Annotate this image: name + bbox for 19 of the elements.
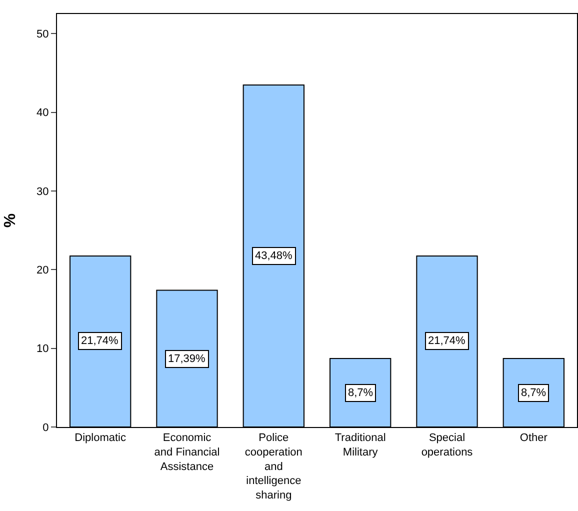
x-tick-label: Traditional Military <box>334 432 386 458</box>
y-tick-label: 30 <box>36 186 49 198</box>
data-label: 17,39% <box>168 353 206 365</box>
x-tick-label: Police cooperation and intelligence sharing <box>244 432 302 502</box>
y-tick-label: 50 <box>36 28 49 41</box>
y-tick-label: 20 <box>36 264 49 277</box>
x-tick-label: Economic and Financial Assistance <box>154 432 220 473</box>
y-axis-title: % <box>2 213 19 228</box>
x-tick-label: Diplomatic <box>74 432 126 444</box>
y-tick-label: 40 <box>36 107 49 120</box>
y-tick-label: 0 <box>42 422 49 434</box>
data-label: 8,7% <box>521 387 546 399</box>
x-tick-label: Special operations <box>421 432 474 458</box>
data-label: 43,48% <box>255 250 293 262</box>
y-tick-label: 10 <box>36 343 49 356</box>
data-label: 21,74% <box>81 335 119 347</box>
data-label: 21,74% <box>428 335 466 347</box>
x-tick-label: Other <box>520 432 548 444</box>
data-label: 8,7% <box>348 387 374 399</box>
